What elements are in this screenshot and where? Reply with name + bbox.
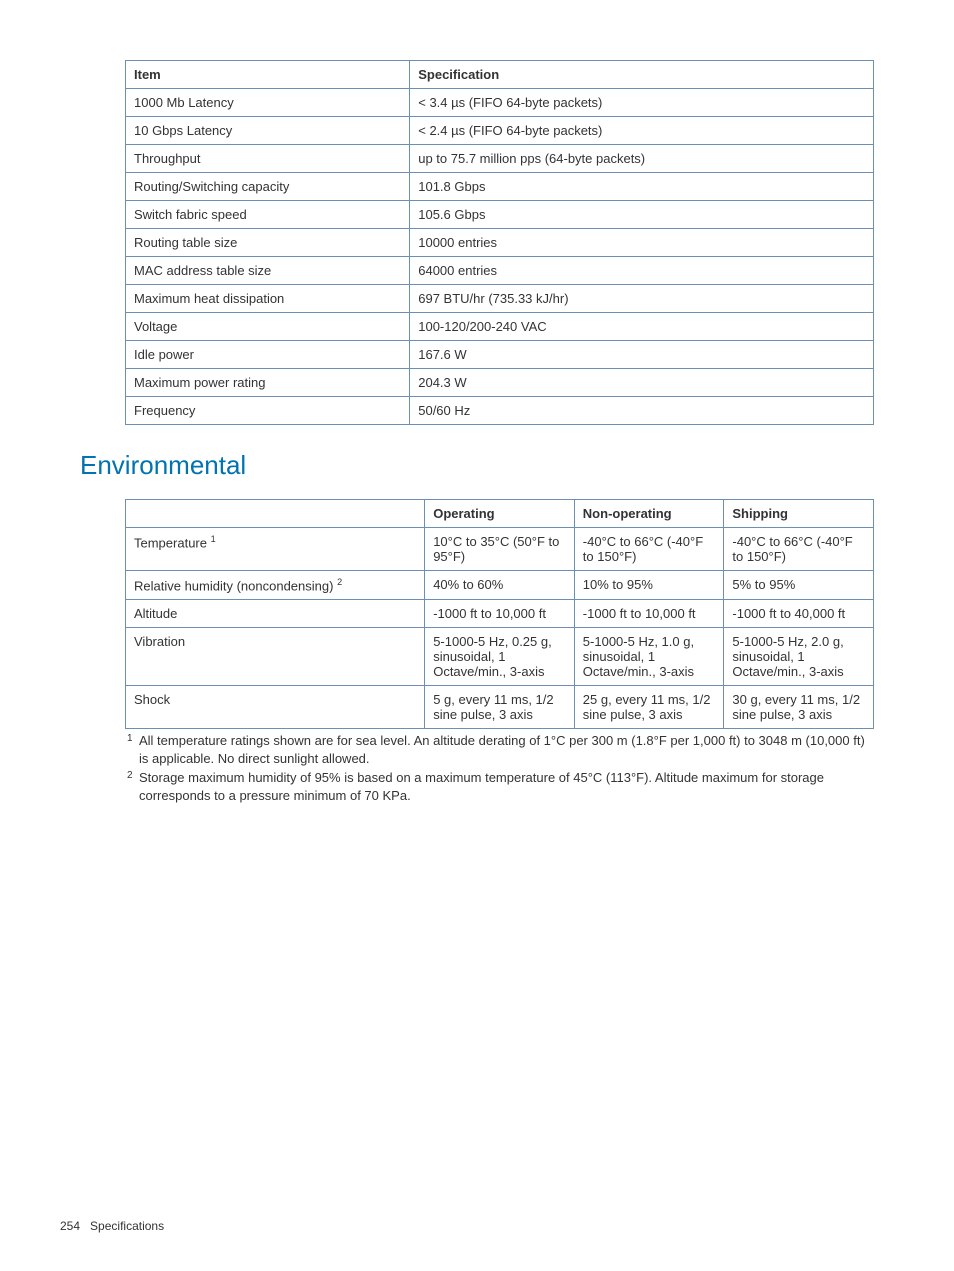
table-cell: -1000 ft to 40,000 ft bbox=[724, 600, 874, 628]
table-cell: 5-1000-5 Hz, 1.0 g, sinusoidal, 1 Octave… bbox=[574, 628, 724, 686]
table-cell: 10 Gbps Latency bbox=[126, 117, 410, 145]
table-cell: Voltage bbox=[126, 313, 410, 341]
footnotes: 1All temperature ratings shown are for s… bbox=[125, 732, 874, 804]
col-header-operating: Operating bbox=[425, 500, 575, 528]
table-cell: 25 g, every 11 ms, 1/2 sine pulse, 3 axi… bbox=[574, 686, 724, 729]
table-row: Routing table size10000 entries bbox=[126, 229, 874, 257]
footnote-number: 2 bbox=[127, 769, 133, 783]
table-cell: Maximum heat dissipation bbox=[126, 285, 410, 313]
table-row: Frequency50/60 Hz bbox=[126, 397, 874, 425]
table-cell: < 2.4 µs (FIFO 64-byte packets) bbox=[410, 117, 874, 145]
table-cell: 64000 entries bbox=[410, 257, 874, 285]
page-footer: 254 Specifications bbox=[60, 1219, 164, 1233]
col-header-blank bbox=[126, 500, 425, 528]
table-cell: 5-1000-5 Hz, 2.0 g, sinusoidal, 1 Octave… bbox=[724, 628, 874, 686]
table-cell: up to 75.7 million pps (64-byte packets) bbox=[410, 145, 874, 173]
environmental-table: Operating Non-operating Shipping Tempera… bbox=[125, 499, 874, 729]
table-row: Switch fabric speed105.6 Gbps bbox=[126, 201, 874, 229]
table-cell: Switch fabric speed bbox=[126, 201, 410, 229]
table-cell-label: Temperature 1 bbox=[126, 528, 425, 571]
footer-section: Specifications bbox=[90, 1219, 164, 1233]
page-number: 254 bbox=[60, 1219, 80, 1233]
table-cell: 5 g, every 11 ms, 1/2 sine pulse, 3 axis bbox=[425, 686, 575, 729]
table-cell: MAC address table size bbox=[126, 257, 410, 285]
table-row: 1000 Mb Latency< 3.4 µs (FIFO 64-byte pa… bbox=[126, 89, 874, 117]
table-cell: 10% to 95% bbox=[574, 571, 724, 600]
table-cell: 40% to 60% bbox=[425, 571, 575, 600]
table-cell: -1000 ft to 10,000 ft bbox=[574, 600, 724, 628]
table-cell: 101.8 Gbps bbox=[410, 173, 874, 201]
table-row: Maximum power rating204.3 W bbox=[126, 369, 874, 397]
table-row: 10 Gbps Latency< 2.4 µs (FIFO 64-byte pa… bbox=[126, 117, 874, 145]
table-cell: -1000 ft to 10,000 ft bbox=[425, 600, 575, 628]
table-cell: Frequency bbox=[126, 397, 410, 425]
col-header-item: Item bbox=[126, 61, 410, 89]
table-cell-label: Relative humidity (noncondensing) 2 bbox=[126, 571, 425, 600]
table-row: Idle power167.6 W bbox=[126, 341, 874, 369]
table-cell: Throughput bbox=[126, 145, 410, 173]
table-cell: Idle power bbox=[126, 341, 410, 369]
footnote-number: 1 bbox=[127, 732, 133, 746]
table-header-row: Operating Non-operating Shipping bbox=[126, 500, 874, 528]
table-row: Shock5 g, every 11 ms, 1/2 sine pulse, 3… bbox=[126, 686, 874, 729]
table-row: Routing/Switching capacity101.8 Gbps bbox=[126, 173, 874, 201]
table-cell: < 3.4 µs (FIFO 64-byte packets) bbox=[410, 89, 874, 117]
table-cell: 5-1000-5 Hz, 0.25 g, sinusoidal, 1 Octav… bbox=[425, 628, 575, 686]
table-cell: 50/60 Hz bbox=[410, 397, 874, 425]
table-header-row: Item Specification bbox=[126, 61, 874, 89]
table-cell: Routing/Switching capacity bbox=[126, 173, 410, 201]
col-header-spec: Specification bbox=[410, 61, 874, 89]
col-header-shipping: Shipping bbox=[724, 500, 874, 528]
table-cell: Routing table size bbox=[126, 229, 410, 257]
table-cell: 167.6 W bbox=[410, 341, 874, 369]
environmental-heading: Environmental bbox=[80, 450, 874, 481]
table-cell: 5% to 95% bbox=[724, 571, 874, 600]
table-cell: Maximum power rating bbox=[126, 369, 410, 397]
table-row: Voltage100-120/200-240 VAC bbox=[126, 313, 874, 341]
table-cell: 1000 Mb Latency bbox=[126, 89, 410, 117]
table-cell: 10°C to 35°C (50°F to 95°F) bbox=[425, 528, 575, 571]
table-cell: 100-120/200-240 VAC bbox=[410, 313, 874, 341]
table-row: Maximum heat dissipation697 BTU/hr (735.… bbox=[126, 285, 874, 313]
table-cell: 697 BTU/hr (735.33 kJ/hr) bbox=[410, 285, 874, 313]
table-row: Temperature 110°C to 35°C (50°F to 95°F)… bbox=[126, 528, 874, 571]
table-row: Throughputup to 75.7 million pps (64-byt… bbox=[126, 145, 874, 173]
table-cell-label: Altitude bbox=[126, 600, 425, 628]
footnote: 2Storage maximum humidity of 95% is base… bbox=[139, 769, 874, 804]
table-cell: 30 g, every 11 ms, 1/2 sine pulse, 3 axi… bbox=[724, 686, 874, 729]
table-row: Vibration5-1000-5 Hz, 0.25 g, sinusoidal… bbox=[126, 628, 874, 686]
table-cell: 204.3 W bbox=[410, 369, 874, 397]
col-header-nonoperating: Non-operating bbox=[574, 500, 724, 528]
footnote: 1All temperature ratings shown are for s… bbox=[139, 732, 874, 767]
specifications-table: Item Specification 1000 Mb Latency< 3.4 … bbox=[125, 60, 874, 425]
table-cell-label: Shock bbox=[126, 686, 425, 729]
table-cell: 10000 entries bbox=[410, 229, 874, 257]
table-cell: -40°C to 66°C (-40°F to 150°F) bbox=[724, 528, 874, 571]
table-row: MAC address table size64000 entries bbox=[126, 257, 874, 285]
table-row: Altitude-1000 ft to 10,000 ft-1000 ft to… bbox=[126, 600, 874, 628]
table-cell-label: Vibration bbox=[126, 628, 425, 686]
table-row: Relative humidity (noncondensing) 240% t… bbox=[126, 571, 874, 600]
table-cell: 105.6 Gbps bbox=[410, 201, 874, 229]
table-cell: -40°C to 66°C (-40°F to 150°F) bbox=[574, 528, 724, 571]
